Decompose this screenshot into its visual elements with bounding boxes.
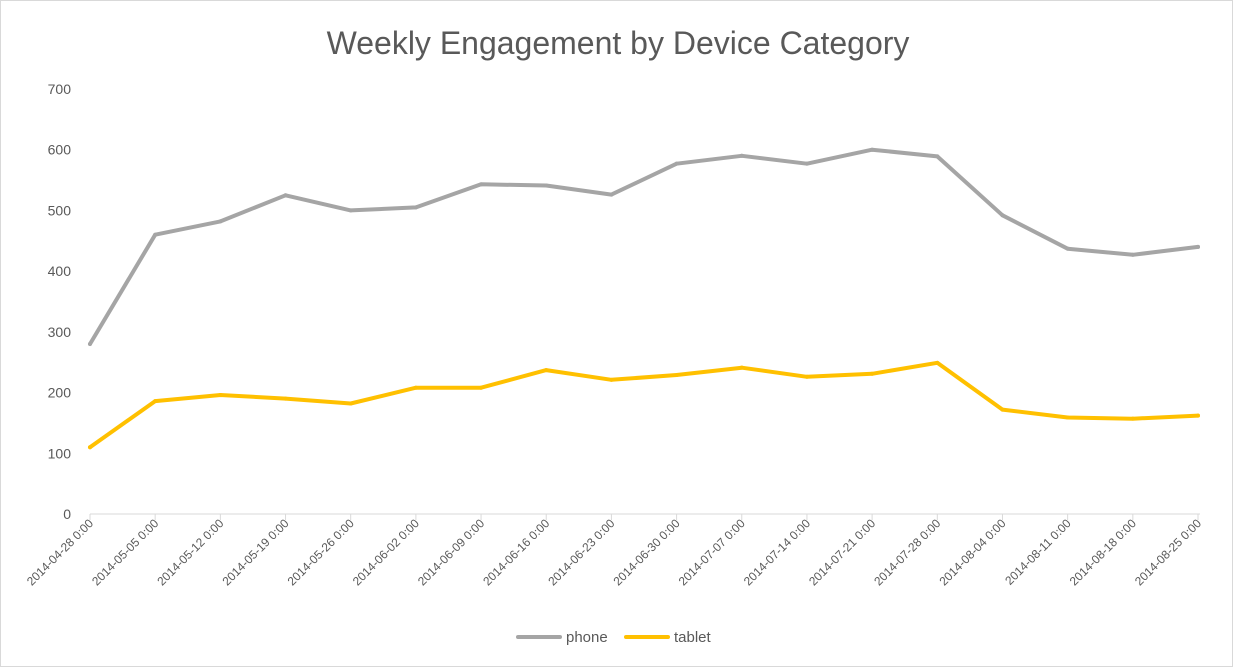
data-point-phone: [1065, 246, 1070, 251]
data-point-phone: [479, 182, 484, 187]
x-tick-label: 2014-06-30 0:00: [611, 516, 683, 588]
data-point-phone: [739, 153, 744, 158]
x-tick-label: 2014-07-28 0:00: [871, 516, 943, 588]
y-tick-label: 100: [48, 445, 72, 461]
x-tick-label: 2014-05-19 0:00: [219, 516, 291, 588]
y-axis: 0 100 200 300 400 500 600 700: [48, 81, 72, 522]
x-tick-label: 2014-07-21 0:00: [806, 516, 878, 588]
series-line-phone: [88, 147, 1200, 346]
x-tick-label: 2014-06-02 0:00: [350, 516, 422, 588]
data-point-phone: [348, 208, 353, 213]
data-point-tablet: [1196, 413, 1200, 418]
data-point-tablet: [935, 360, 940, 365]
data-point-tablet: [739, 365, 744, 370]
data-point-phone: [544, 183, 549, 188]
data-point-tablet: [870, 371, 875, 376]
x-tick-label: 2014-06-16 0:00: [480, 516, 552, 588]
data-point-phone: [1130, 252, 1135, 257]
data-point-phone: [674, 161, 679, 166]
data-point-tablet: [1065, 415, 1070, 420]
x-tick-label: 2014-07-07 0:00: [676, 516, 748, 588]
legend-label-phone: phone: [566, 629, 608, 646]
data-point-phone: [153, 232, 158, 237]
data-point-phone: [88, 342, 92, 346]
data-point-tablet: [218, 393, 223, 397]
x-tick-label: 2014-05-05 0:00: [89, 516, 161, 588]
y-tick-label: 700: [48, 81, 72, 97]
chart-title: Weekly Engagement by Device Category: [327, 25, 910, 61]
x-tick-label: 2014-08-11 0:00: [1002, 516, 1074, 588]
data-point-tablet: [413, 385, 418, 390]
data-point-phone: [1196, 244, 1200, 249]
x-tick-label: 2014-06-09 0:00: [415, 516, 487, 588]
x-tick-label: 2014-04-28 0:00: [24, 516, 96, 588]
y-tick-label: 500: [48, 202, 72, 218]
x-tick-label: 2014-05-26 0:00: [285, 516, 357, 588]
y-tick-label: 600: [48, 142, 72, 158]
data-point-tablet: [153, 399, 158, 404]
x-tick-label: 2014-06-23 0:00: [545, 516, 617, 588]
legend-label-tablet: tablet: [674, 629, 712, 646]
series-line-tablet: [88, 360, 1200, 450]
y-tick-label: 300: [48, 324, 72, 340]
data-point-phone: [1000, 213, 1005, 218]
data-point-tablet: [348, 401, 353, 406]
data-point-phone: [870, 147, 875, 152]
data-point-phone: [935, 154, 940, 159]
data-point-phone: [804, 161, 809, 166]
x-tick-label: 2014-08-18 0:00: [1067, 516, 1139, 588]
data-point-tablet: [1000, 407, 1005, 412]
data-point-tablet: [479, 385, 484, 390]
x-tick-label: 2014-05-12 0:00: [154, 516, 226, 588]
data-point-tablet: [88, 445, 92, 450]
series-lines: [88, 147, 1200, 450]
data-point-phone: [218, 219, 223, 224]
y-tick-label: 200: [48, 385, 72, 401]
x-tick-label: 2014-08-25 0:00: [1132, 516, 1204, 588]
y-tick-label: 0: [63, 506, 71, 522]
x-tick-label: 2014-08-04 0:00: [936, 516, 1008, 588]
data-point-phone: [413, 205, 418, 210]
y-tick-label: 400: [48, 263, 72, 279]
data-point-tablet: [1130, 416, 1135, 421]
x-tick-label: 2014-07-14 0:00: [741, 516, 813, 588]
data-point-tablet: [609, 377, 614, 382]
data-point-tablet: [544, 368, 549, 373]
data-point-phone: [609, 192, 614, 197]
data-point-tablet: [804, 374, 809, 379]
data-point-tablet: [674, 372, 679, 377]
data-point-phone: [283, 193, 288, 198]
legend: phone tablet: [516, 629, 712, 646]
data-point-tablet: [283, 396, 288, 401]
